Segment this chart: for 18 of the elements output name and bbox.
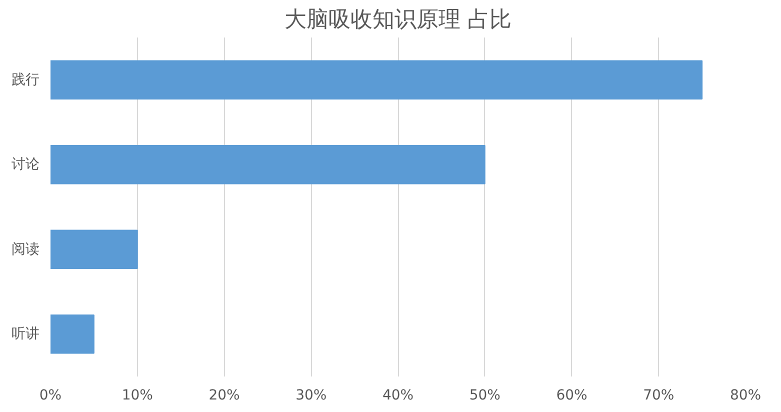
chart-title: 大脑吸收知识原理 占比: [284, 8, 512, 32]
bar: [50, 60, 703, 100]
x-tick-label: 40%: [382, 388, 414, 404]
x-tick-label: 80%: [730, 388, 762, 404]
x-tick-label: 50%: [469, 388, 500, 404]
x-tick-label: 20%: [208, 388, 240, 404]
y-tick-label: 听讲: [12, 326, 40, 342]
y-tick-label: 践行: [12, 72, 40, 88]
bar: [50, 145, 486, 184]
y-tick-label: 阅读: [12, 241, 40, 258]
bar: [50, 314, 94, 354]
x-tick-label: 60%: [556, 388, 588, 404]
bar: [50, 230, 138, 269]
x-tick-label: 10%: [122, 388, 153, 404]
x-tick-label: 0%: [39, 388, 62, 404]
y-tick-label: 讨论: [12, 156, 40, 173]
x-tick-label: 30%: [296, 388, 327, 404]
x-tick-label: 70%: [643, 388, 674, 404]
